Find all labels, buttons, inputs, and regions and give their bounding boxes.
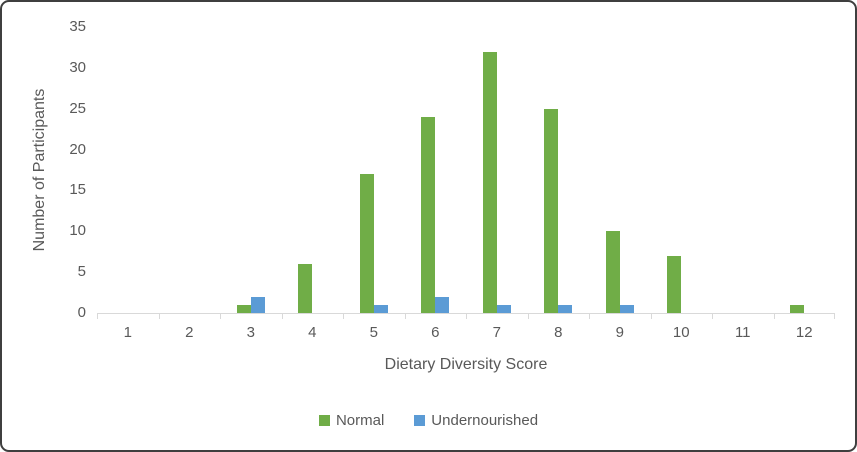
- x-tick-5: 5: [369, 324, 378, 341]
- category-group-10: [651, 27, 713, 313]
- bar-undernourished-score-9: [619, 304, 634, 313]
- y-tick-20: 20: [69, 140, 86, 158]
- x-tick-8: 8: [554, 324, 563, 341]
- x-axis-tick-mark: [220, 313, 221, 319]
- x-tick-12: 12: [795, 324, 813, 341]
- bar-undernourished-score-7: [496, 304, 511, 313]
- x-tick-3: 3: [246, 324, 255, 341]
- bar-normal-score-6: [421, 116, 436, 313]
- bar-undernourished-score-8: [558, 304, 573, 313]
- x-tick-1: 1: [123, 324, 132, 341]
- x-axis-tick-mark: [343, 313, 344, 319]
- x-axis-tick-mark: [466, 313, 467, 319]
- bar-normal-score-12: [790, 304, 805, 313]
- bar-undernourished-score-5: [373, 304, 388, 313]
- bar-normal-score-10: [667, 255, 682, 313]
- category-group-12: [774, 27, 836, 313]
- y-tick-25: 25: [69, 99, 86, 117]
- x-axis-tick-mark: [650, 313, 652, 319]
- bar-normal-score-3: [236, 304, 251, 313]
- x-axis-tick-labels: 1 2 3 4 5 6 7 8 9 10 11 12: [97, 324, 835, 341]
- category-group-3: [220, 27, 282, 313]
- y-tick-0: 0: [77, 304, 86, 321]
- bar-normal-score-7: [482, 51, 497, 313]
- x-tick-7: 7: [492, 324, 501, 341]
- bar-normal-score-4: [298, 264, 313, 313]
- category-group-7: [466, 27, 528, 313]
- x-axis-tick-mark: [97, 313, 98, 319]
- legend-swatch-normal: [318, 415, 330, 426]
- category-group-2: [159, 27, 221, 313]
- y-tick-35: 35: [69, 18, 86, 35]
- x-tick-9: 9: [615, 324, 624, 341]
- category-group-8: [528, 27, 590, 313]
- x-axis-tick-mark: [834, 313, 835, 319]
- y-axis-tick-labels: 35 30 25 20 15 10 5 0: [2, 2, 86, 450]
- legend: Normal Undernourished: [2, 412, 855, 429]
- category-group-4: [282, 27, 344, 313]
- x-tick-4: 4: [308, 324, 317, 341]
- legend-label: Normal: [335, 412, 385, 429]
- x-tick-6: 6: [431, 324, 440, 341]
- x-axis-tick-mark: [404, 313, 406, 319]
- x-axis-tick-mark: [281, 313, 283, 319]
- bar-normal-score-8: [544, 108, 559, 313]
- y-tick-10: 10: [69, 222, 86, 240]
- plot-area: [97, 27, 835, 319]
- y-tick-5: 5: [77, 263, 86, 281]
- bar-normal-score-9: [605, 231, 620, 313]
- bar-undernourished-score-3: [250, 296, 265, 313]
- x-tick-2: 2: [185, 324, 194, 341]
- category-group-9: [589, 27, 651, 313]
- category-group-5: [343, 27, 405, 313]
- x-axis-tick-mark: [773, 313, 775, 319]
- bars-container: [97, 27, 835, 313]
- y-tick-15: 15: [69, 181, 86, 199]
- category-group-11: [712, 27, 774, 313]
- x-axis-tick-mark: [527, 313, 529, 319]
- legend-item-undernourished: Undernourished: [414, 412, 538, 429]
- category-group-1: [97, 27, 159, 313]
- x-axis-tick-mark: [589, 313, 590, 319]
- x-tick-10: 10: [672, 324, 690, 341]
- legend-item-normal: Normal: [318, 412, 385, 429]
- y-tick-30: 30: [69, 58, 86, 76]
- category-group-6: [405, 27, 467, 313]
- x-axis-tick-mark: [158, 313, 160, 319]
- x-tick-11: 11: [734, 324, 751, 341]
- legend-label: Undernourished: [431, 412, 539, 429]
- bar-undernourished-score-6: [435, 296, 450, 313]
- x-axis-tick-mark: [712, 313, 713, 319]
- legend-swatch-undernourished: [414, 415, 426, 426]
- x-axis-title: Dietary Diversity Score: [384, 356, 548, 373]
- bar-normal-score-5: [359, 174, 374, 313]
